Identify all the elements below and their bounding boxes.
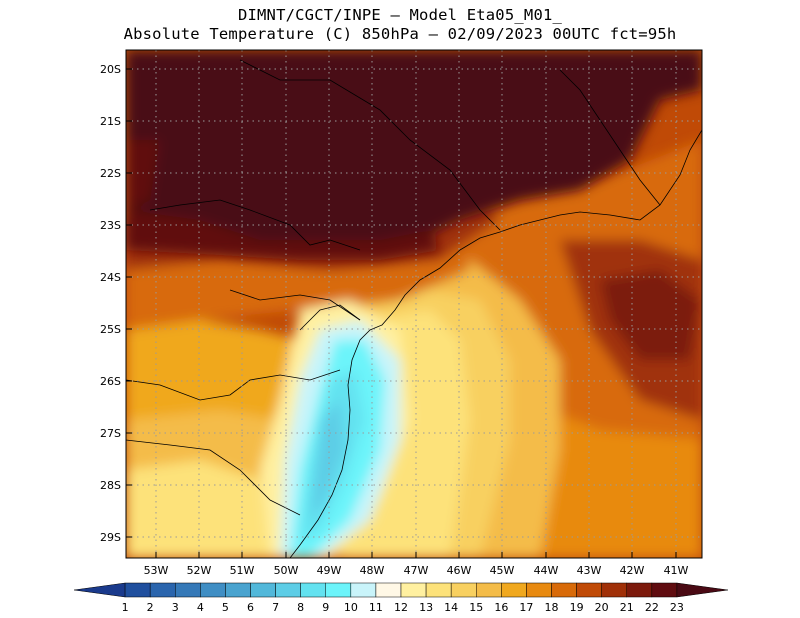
brazil-coastline [289, 129, 702, 558]
lon-label: 50W [274, 564, 299, 577]
lon-label: 51W [230, 564, 255, 577]
colorbar-segment [450, 582, 477, 598]
latitude-labels: 20S 21S 22S 23S 24S 25S 26S 27S 28S 29S [100, 63, 121, 544]
title-line-2: Absolute Temperature (C) 850hPa – 02/09/… [123, 25, 677, 43]
temperature-field [126, 50, 702, 558]
colorbar-label: 15 [469, 601, 483, 614]
colorbar-segment [601, 582, 628, 598]
colorbar-label: 8 [297, 601, 304, 614]
lat-label: 28S [100, 479, 121, 492]
colorbar-segment [476, 582, 502, 598]
colorbar-segment [149, 582, 176, 598]
state-border-mg-rj [559, 69, 661, 206]
lat-label: 21S [100, 115, 121, 128]
colorbar-segment [73, 582, 126, 598]
lat-label: 20S [100, 63, 121, 76]
colorbar-label: 1 [122, 601, 129, 614]
lat-label: 22S [100, 167, 121, 180]
colorbar-label: 19 [570, 601, 584, 614]
colorbar-segment [526, 582, 552, 598]
colorbar-label: 9 [322, 601, 329, 614]
lon-label: 42W [620, 564, 645, 577]
colorbar-segment [275, 582, 301, 598]
colorbar-label: 20 [595, 601, 609, 614]
map-frame [125, 49, 703, 559]
colorbar-segment [676, 582, 729, 598]
colorbar-segment [175, 582, 201, 598]
lon-label: 48W [360, 564, 385, 577]
colorbar-label: 14 [444, 601, 458, 614]
colorbar-label: 13 [419, 601, 433, 614]
gridlines [126, 50, 702, 558]
axis-ticks [126, 68, 677, 558]
lat-label: 26S [100, 375, 121, 388]
colorbar-label: 7 [272, 601, 279, 614]
colorbar-segment [225, 582, 251, 598]
lat-label: 23S [100, 219, 121, 232]
colorbar-label: 4 [197, 601, 204, 614]
lon-label: 44W [534, 564, 559, 577]
colorbar-segment [400, 582, 427, 598]
state-border-pr-sc [126, 369, 341, 401]
state-border-pr-sp [229, 289, 361, 321]
colorbar-segment [124, 582, 151, 598]
lon-label: 43W [577, 564, 602, 577]
colorbar-segment [626, 582, 653, 598]
colorbar-segment [325, 582, 352, 598]
colorbar-segment [300, 582, 326, 598]
colorbar-labels: 1 2 3 4 5 6 7 8 9 10 11 12 13 14 15 16 17 18 19 20 21 22 23 [122, 601, 684, 614]
lon-label: 49W [317, 564, 342, 577]
colorbar-label: 17 [519, 601, 533, 614]
lon-label: 47W [404, 564, 429, 577]
lon-label: 46W [447, 564, 472, 577]
colorbar-label: 16 [494, 601, 508, 614]
colorbar-label: 10 [344, 601, 358, 614]
lat-label: 24S [100, 271, 121, 284]
colorbar-segment [350, 582, 377, 598]
colorbar-label: 3 [172, 601, 179, 614]
colorbar-segment [425, 582, 452, 598]
river-paranapanema [299, 304, 361, 331]
colorbar-label: 22 [645, 601, 659, 614]
lat-label: 27S [100, 427, 121, 440]
colorbar-segment [551, 582, 577, 598]
lat-label: 29S [100, 531, 121, 544]
colorbar [73, 582, 729, 598]
colorbar-segment [576, 582, 602, 598]
colorbar-segment [375, 582, 402, 598]
colorbar-segment [200, 582, 226, 598]
lon-label: 41W [664, 564, 689, 577]
state-border-sc-rs [126, 439, 301, 516]
lat-label: 25S [100, 323, 121, 336]
colorbar-segment [651, 582, 678, 598]
colorbar-label: 11 [369, 601, 383, 614]
colorbar-label: 12 [394, 601, 408, 614]
lon-label: 52W [187, 564, 212, 577]
colorbar-label: 5 [222, 601, 229, 614]
colorbar-label: 18 [545, 601, 559, 614]
colorbar-label: 6 [247, 601, 254, 614]
colorbar-label: 2 [147, 601, 154, 614]
colorbar-label: 23 [670, 601, 684, 614]
colorbar-segment [501, 582, 527, 598]
lon-label: 45W [490, 564, 515, 577]
colorbar-label: 21 [620, 601, 634, 614]
longitude-labels: 53W 52W 51W 50W 49W 48W 47W 46W 45W 44W … [144, 564, 689, 577]
coastline-borders [126, 59, 702, 558]
state-border-sp-mg [239, 59, 501, 231]
colorbar-segment [250, 582, 276, 598]
lon-label: 53W [144, 564, 169, 577]
title-line-1: DIMNT/CGCT/INPE – Model Eta05_M01_ [237, 6, 563, 24]
state-border-ms-sp [149, 199, 361, 251]
